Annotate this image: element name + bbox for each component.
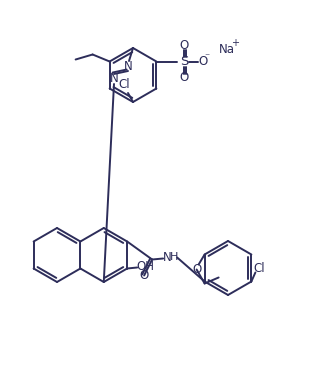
- Text: O: O: [192, 263, 201, 276]
- Text: O: O: [199, 55, 208, 68]
- Text: +: +: [231, 38, 239, 48]
- Text: Cl: Cl: [254, 262, 265, 275]
- Text: O: O: [139, 269, 149, 282]
- Text: Cl: Cl: [118, 78, 130, 91]
- Text: ⁻: ⁻: [205, 52, 210, 63]
- Text: O: O: [180, 71, 189, 84]
- Text: N: N: [124, 59, 132, 72]
- Text: OH: OH: [136, 260, 154, 273]
- Text: Na: Na: [219, 43, 234, 56]
- Text: N: N: [110, 72, 118, 86]
- Text: O: O: [180, 39, 189, 52]
- Text: H: H: [170, 253, 178, 262]
- Text: N: N: [163, 251, 172, 264]
- Text: S: S: [180, 55, 189, 68]
